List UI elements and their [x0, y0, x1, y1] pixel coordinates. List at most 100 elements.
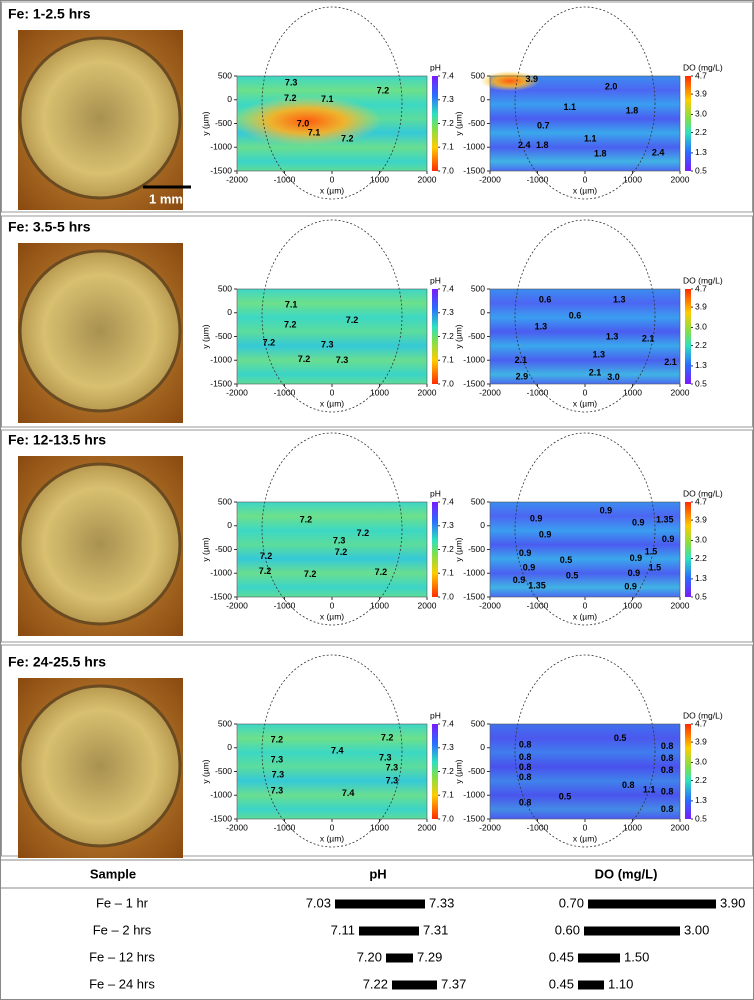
range-max: 1.10 — [608, 976, 633, 991]
map-annotation: 2.9 — [516, 371, 529, 381]
map-annotation: 0.9 — [630, 553, 643, 563]
y-tick-label: 0 — [480, 742, 485, 752]
x-tick-label: -1000 — [527, 822, 549, 832]
colorbar-tick-label: 2.2 — [695, 775, 707, 785]
x-tick-label: 0 — [583, 822, 588, 832]
colorbar-tick-label: 7.4 — [442, 496, 454, 506]
colorbar — [685, 76, 691, 171]
colorbar-tick-label: 3.0 — [695, 109, 707, 119]
map-annotation: 7.2 — [341, 134, 354, 144]
map-annotation: 1.35 — [528, 580, 546, 590]
x-tick-label: 2000 — [671, 600, 690, 610]
y-tick-label: 500 — [471, 70, 485, 80]
map-annotation: 0.7 — [537, 120, 550, 130]
map-annotation: 7.2 — [284, 319, 297, 329]
sample-disc — [18, 684, 182, 848]
range-max: 3.00 — [684, 922, 709, 937]
x-tick-label: 1000 — [370, 600, 389, 610]
y-tick-label: -500 — [468, 544, 485, 554]
colorbar — [432, 724, 438, 819]
x-tick-label: 2000 — [671, 387, 690, 397]
map-annotation: 0.5 — [559, 792, 572, 802]
colorbar-tick-label: 0.5 — [695, 813, 707, 823]
x-tick-label: 1000 — [623, 174, 642, 184]
panel-title: Fe: 1-2.5 hrs — [8, 6, 91, 22]
colorbar-label: pH — [430, 275, 441, 285]
map-annotation: 7.2 — [300, 514, 313, 524]
range-bar — [359, 926, 419, 936]
colorbar — [685, 289, 691, 384]
map-annotation: 2.4 — [652, 147, 665, 157]
y-tick-label: 500 — [471, 283, 485, 293]
map-annotation: 2.1 — [589, 367, 602, 377]
y-axis-label: y (µm) — [200, 537, 210, 561]
map-annotation: 0.9 — [624, 581, 637, 591]
heatmap-hotspot — [232, 96, 382, 146]
sample-disc — [18, 462, 182, 626]
map-annotation: 0.9 — [632, 517, 645, 527]
range-max: 7.33 — [429, 895, 454, 910]
map-annotation: 1.1 — [643, 784, 656, 794]
range-bar — [386, 953, 413, 963]
x-tick-label: 0 — [330, 174, 335, 184]
x-tick-label: -1000 — [274, 822, 296, 832]
x-axis-label: x (µm) — [573, 833, 597, 843]
x-tick-label: -2000 — [226, 600, 248, 610]
colorbar-tick-label: 7.0 — [442, 813, 454, 823]
x-axis-label: x (µm) — [573, 611, 597, 621]
y-tick-label: -500 — [215, 331, 232, 341]
colorbar-tick-label: 0.5 — [695, 378, 707, 388]
y-tick-label: 0 — [480, 94, 485, 104]
y-tick-label: -1500 — [463, 378, 485, 388]
map-annotation: 7.2 — [298, 354, 311, 364]
colorbar-tick-label: 3.9 — [695, 301, 707, 311]
map-annotation: 2.1 — [515, 355, 528, 365]
range-min: 7.11 — [331, 922, 355, 937]
colorbar-tick-label: 4.7 — [695, 496, 707, 506]
map-annotation: 0.9 — [530, 513, 543, 523]
x-tick-label: -1000 — [274, 600, 296, 610]
map-annotation: 1.3 — [535, 321, 548, 331]
x-tick-label: 1000 — [370, 387, 389, 397]
map-annotation: 7.3 — [336, 355, 349, 365]
y-tick-label: 0 — [227, 520, 232, 530]
y-tick-label: -1000 — [210, 568, 232, 578]
y-axis-label: y (µm) — [453, 111, 463, 135]
well-outline — [514, 219, 656, 413]
map-annotation: 0.8 — [519, 752, 532, 762]
heatmap-surface — [490, 76, 680, 171]
y-tick-label: 0 — [227, 307, 232, 317]
map-annotation: 1.35 — [656, 514, 674, 524]
x-tick-label: 0 — [330, 600, 335, 610]
x-tick-label: 1000 — [623, 387, 642, 397]
colorbar-tick-label: 7.1 — [442, 568, 454, 578]
y-tick-label: -1000 — [463, 355, 485, 365]
map-annotation: 7.3 — [272, 770, 285, 780]
x-tick-label: -2000 — [226, 174, 248, 184]
x-tick-label: 2000 — [418, 822, 437, 832]
x-tick-label: -1000 — [274, 387, 296, 397]
sample-disc — [18, 36, 182, 200]
colorbar-tick-label: 3.9 — [695, 736, 707, 746]
colorbar-tick-label: 3.9 — [695, 514, 707, 524]
map-annotation: 1.3 — [613, 294, 626, 304]
colorbar-tick-label: 3.0 — [695, 757, 707, 767]
x-axis-label: x (µm) — [320, 185, 344, 195]
range-min: 0.45 — [549, 976, 574, 991]
map-annotation: 2.4 — [518, 140, 531, 150]
x-tick-label: 2000 — [418, 387, 437, 397]
y-tick-label: -1500 — [463, 591, 485, 601]
x-axis-label: x (µm) — [320, 833, 344, 843]
heatmap-surface — [490, 289, 680, 384]
map-annotation: 7.3 — [333, 535, 346, 545]
range-bar — [588, 899, 716, 909]
colorbar-label: DO (mg/L) — [683, 488, 723, 498]
range-bar — [392, 980, 437, 990]
y-tick-label: -1000 — [210, 355, 232, 365]
map-annotation: 0.8 — [519, 798, 532, 808]
map-annotation: 7.3 — [386, 763, 399, 773]
map-annotation: 7.3 — [321, 339, 334, 349]
map-annotation: 7.1 — [308, 127, 321, 137]
colorbar-tick-label: 7.0 — [442, 591, 454, 601]
